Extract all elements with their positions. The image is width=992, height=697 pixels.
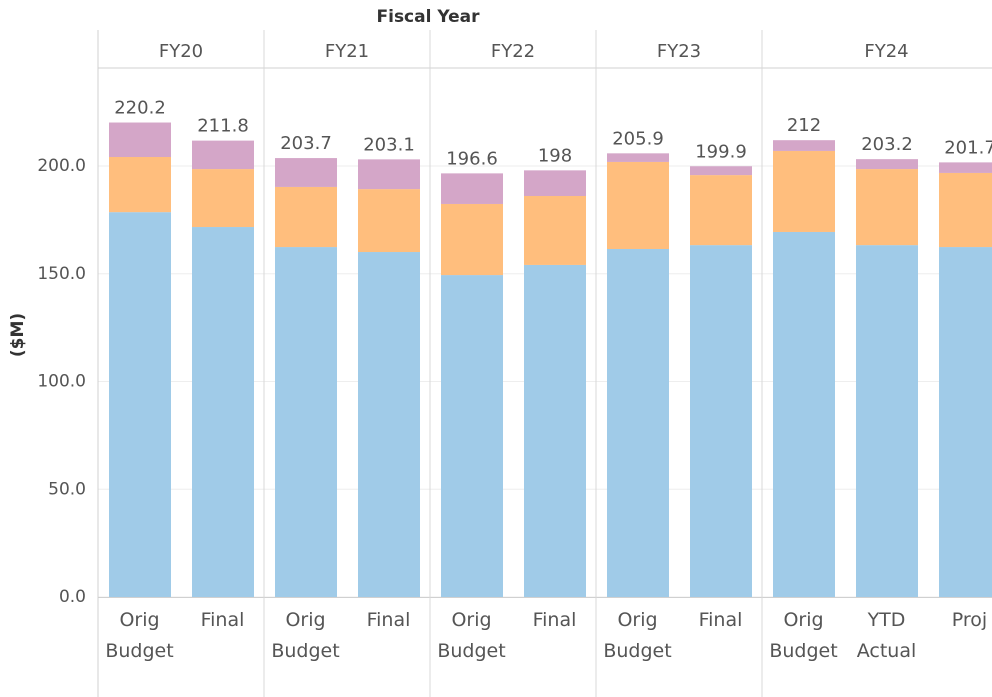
bar-segment <box>441 173 503 204</box>
bar-segment <box>607 249 669 598</box>
bar-segment <box>939 247 992 597</box>
x-tick-label: Final <box>698 609 743 631</box>
bar-segment <box>939 162 992 173</box>
total-label: 203.1 <box>363 134 415 155</box>
group-label: FY23 <box>657 41 701 62</box>
y-tick-label: 0.0 <box>59 587 86 607</box>
bar-segment <box>275 186 337 248</box>
total-label: 212 <box>787 115 821 136</box>
x-tick-label: Final <box>366 609 411 631</box>
bar-segment <box>192 169 254 228</box>
y-tick-label: 100.0 <box>37 372 86 392</box>
total-label: 203.2 <box>861 134 913 155</box>
bar-segment <box>524 195 586 265</box>
y-tick-label: 200.0 <box>37 156 86 176</box>
total-label: 196.6 <box>446 148 498 169</box>
total-label: 198 <box>538 145 572 166</box>
x-tick-label: YTD Actual <box>856 609 917 662</box>
bar-segment <box>856 159 918 170</box>
bar-segment <box>690 175 752 246</box>
bar-segment <box>275 158 337 187</box>
group-label: FY24 <box>864 41 908 62</box>
x-tick-label: Proj <box>951 609 988 631</box>
total-label: 205.9 <box>612 128 664 149</box>
chart-title: Fiscal Year <box>377 7 481 27</box>
bar-segment <box>690 166 752 176</box>
group-label: FY21 <box>325 41 369 62</box>
bar-segment <box>524 264 586 597</box>
y-tick-label: 50.0 <box>48 479 86 499</box>
bar-segment <box>939 172 992 248</box>
bar-segment <box>773 231 835 597</box>
bar-segment <box>607 161 669 250</box>
bar-segment <box>773 150 835 232</box>
total-label: 220.2 <box>114 98 166 119</box>
total-label: 211.8 <box>197 116 249 137</box>
total-label: 203.7 <box>280 133 332 154</box>
x-tick-label: Orig Budget <box>105 609 174 662</box>
bar-segment <box>441 203 503 276</box>
bar-segment <box>358 159 420 190</box>
bar-segment <box>109 212 171 597</box>
bar-segment <box>856 169 918 246</box>
bar-segment <box>358 189 420 253</box>
total-label: 201.7 <box>944 137 992 158</box>
bar-segment <box>109 122 171 157</box>
x-tick-label: Orig Budget <box>437 609 506 662</box>
bar-segment <box>358 252 420 597</box>
x-tick-label: Orig Budget <box>271 609 340 662</box>
bar-segment <box>192 227 254 597</box>
x-tick-label: Final <box>532 609 577 631</box>
total-label: 199.9 <box>695 141 747 162</box>
bar-segment <box>441 275 503 597</box>
bar-segment <box>856 245 918 598</box>
group-label: FY20 <box>159 41 203 62</box>
x-tick-label: Final <box>200 609 245 631</box>
bar-segment <box>690 245 752 598</box>
bar-segment <box>524 170 586 196</box>
bar-segment <box>275 247 337 597</box>
bar-segment <box>109 156 171 213</box>
x-tick-label: Orig Budget <box>603 609 672 662</box>
x-tick-label: Orig Budget <box>769 609 838 662</box>
y-tick-label: 150.0 <box>37 264 86 284</box>
bar-segment <box>192 140 254 170</box>
group-label: FY22 <box>491 41 535 62</box>
bar-segment <box>773 140 835 151</box>
bar-segment <box>607 153 669 162</box>
y-axis-label: ($M) <box>8 313 28 357</box>
